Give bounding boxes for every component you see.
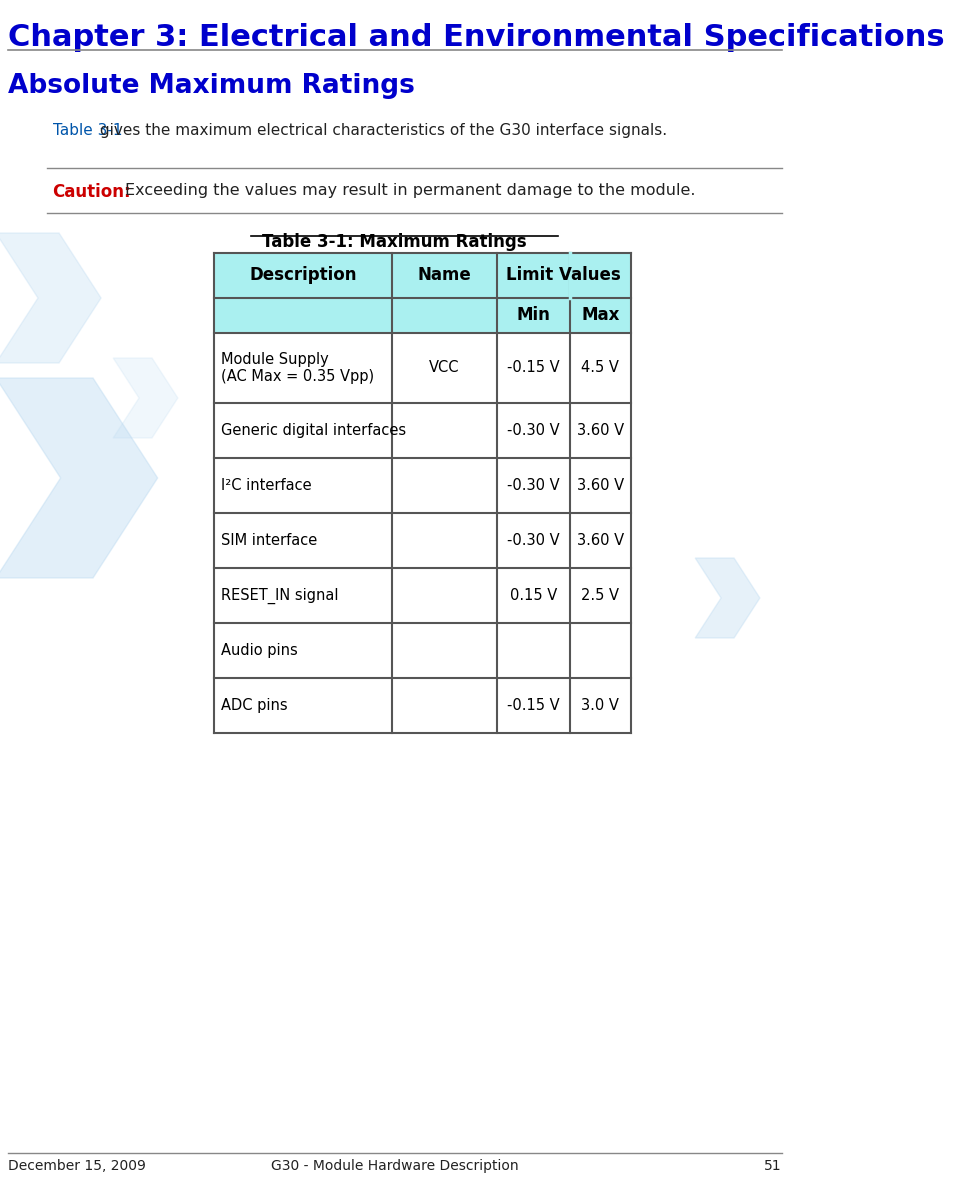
- Text: gives the maximum electrical characteristics of the G30 interface signals.: gives the maximum electrical characteris…: [95, 123, 666, 138]
- Polygon shape: [0, 232, 101, 363]
- Text: Audio pins: Audio pins: [221, 643, 297, 658]
- Text: RESET_IN signal: RESET_IN signal: [221, 587, 338, 604]
- Text: 3.0 V: 3.0 V: [581, 698, 619, 713]
- Text: Min: Min: [517, 307, 550, 325]
- Text: G30 - Module Hardware Description: G30 - Module Hardware Description: [271, 1158, 519, 1173]
- Text: Table 3-1: Maximum Ratings: Table 3-1: Maximum Ratings: [262, 232, 527, 252]
- Text: Name: Name: [418, 266, 472, 284]
- Text: -0.30 V: -0.30 V: [507, 478, 560, 494]
- Text: Generic digital interfaces: Generic digital interfaces: [221, 423, 405, 438]
- Polygon shape: [113, 358, 178, 438]
- Text: 3.60 V: 3.60 V: [576, 533, 623, 547]
- Text: 2.5 V: 2.5 V: [581, 588, 619, 603]
- Text: -0.15 V: -0.15 V: [507, 698, 560, 713]
- Bar: [214, 298, 630, 333]
- Text: December 15, 2009: December 15, 2009: [8, 1158, 146, 1173]
- Text: Description: Description: [249, 266, 357, 284]
- Text: -0.15 V: -0.15 V: [507, 361, 560, 375]
- Bar: [214, 253, 630, 298]
- Text: Limit Values: Limit Values: [506, 266, 621, 284]
- Text: Absolute Maximum Ratings: Absolute Maximum Ratings: [8, 73, 415, 99]
- Text: 3.60 V: 3.60 V: [576, 423, 623, 438]
- Text: 0.15 V: 0.15 V: [510, 588, 557, 603]
- Text: 3.60 V: 3.60 V: [576, 478, 623, 494]
- Text: Max: Max: [581, 307, 619, 325]
- Polygon shape: [0, 379, 157, 577]
- Polygon shape: [696, 558, 760, 639]
- Text: I²C interface: I²C interface: [221, 478, 312, 494]
- Text: 4.5 V: 4.5 V: [581, 361, 619, 375]
- Text: Exceeding the values may result in permanent damage to the module.: Exceeding the values may result in perma…: [125, 183, 696, 198]
- Text: -0.30 V: -0.30 V: [507, 423, 560, 438]
- Text: 51: 51: [764, 1158, 782, 1173]
- Text: SIM interface: SIM interface: [221, 533, 317, 547]
- Text: ADC pins: ADC pins: [221, 698, 287, 713]
- Text: VCC: VCC: [429, 361, 460, 375]
- Text: Caution:: Caution:: [53, 183, 131, 201]
- Text: Table 3-1: Table 3-1: [53, 123, 122, 138]
- Text: Module Supply
(AC Max = 0.35 Vpp): Module Supply (AC Max = 0.35 Vpp): [221, 352, 374, 385]
- Text: -0.30 V: -0.30 V: [507, 533, 560, 547]
- Text: Chapter 3: Electrical and Environmental Specifications: Chapter 3: Electrical and Environmental …: [8, 23, 945, 52]
